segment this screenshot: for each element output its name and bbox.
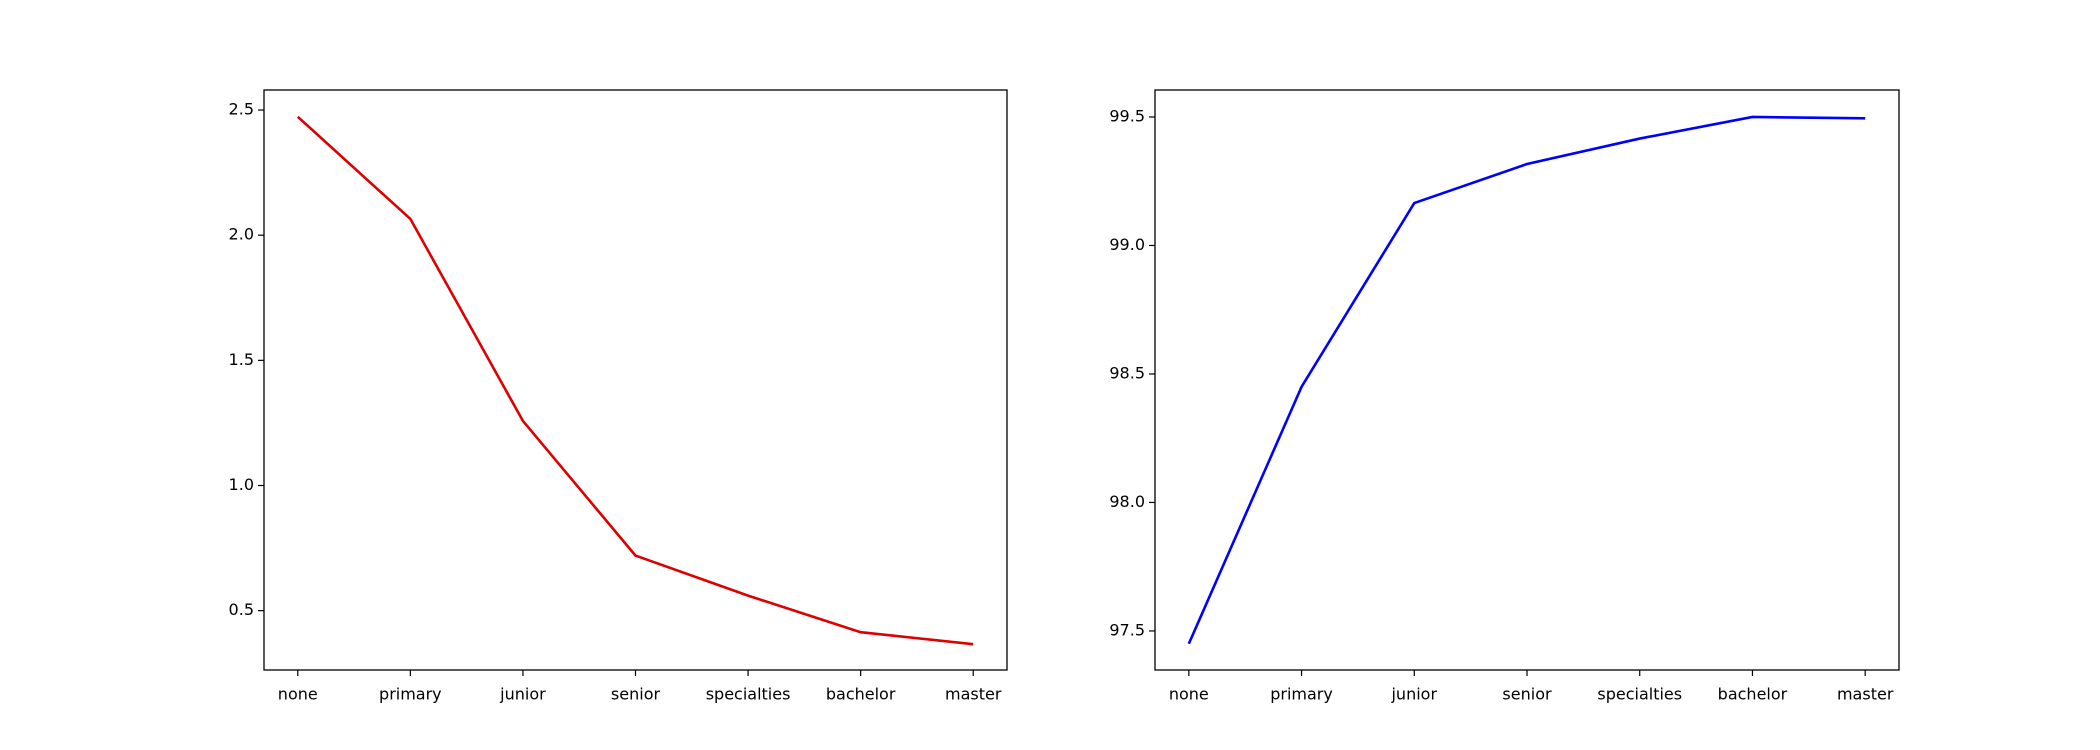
x-tick-label: junior <box>1390 685 1437 704</box>
x-tick-label: primary <box>1270 685 1333 704</box>
plot-frame <box>263 89 1008 671</box>
y-tick-label: 1.5 <box>229 350 254 369</box>
x-tick-label: none <box>278 685 318 704</box>
y-tick-label: 2.5 <box>229 100 254 119</box>
y-tick-label: 98.5 <box>1109 363 1145 382</box>
x-tick-label: master <box>1837 685 1894 704</box>
x-tick-label: none <box>1169 685 1209 704</box>
y-tick-label: 98.0 <box>1109 492 1145 511</box>
x-tick-label: specialties <box>706 685 791 704</box>
y-tick-label: 0.5 <box>229 600 254 619</box>
x-tick-label: junior <box>499 685 546 704</box>
y-tick-label: 1.0 <box>229 475 254 494</box>
y-tick-label: 97.5 <box>1109 620 1145 639</box>
x-tick-label: senior <box>611 685 661 704</box>
y-tick-label: 99.5 <box>1109 106 1145 125</box>
plot-frame <box>1154 89 1900 671</box>
x-tick-label: specialties <box>1597 685 1682 704</box>
line <box>296 115 974 646</box>
x-tick-label: master <box>945 685 1002 704</box>
y-tick-label: 2.0 <box>229 225 254 244</box>
x-tick-label: senior <box>1502 685 1552 704</box>
x-tick-label: primary <box>379 685 442 704</box>
x-tick-label: bachelor <box>1718 685 1788 704</box>
x-tick-label: bachelor <box>826 685 896 704</box>
line <box>1187 115 1866 645</box>
y-tick-label: 99.0 <box>1109 235 1145 254</box>
